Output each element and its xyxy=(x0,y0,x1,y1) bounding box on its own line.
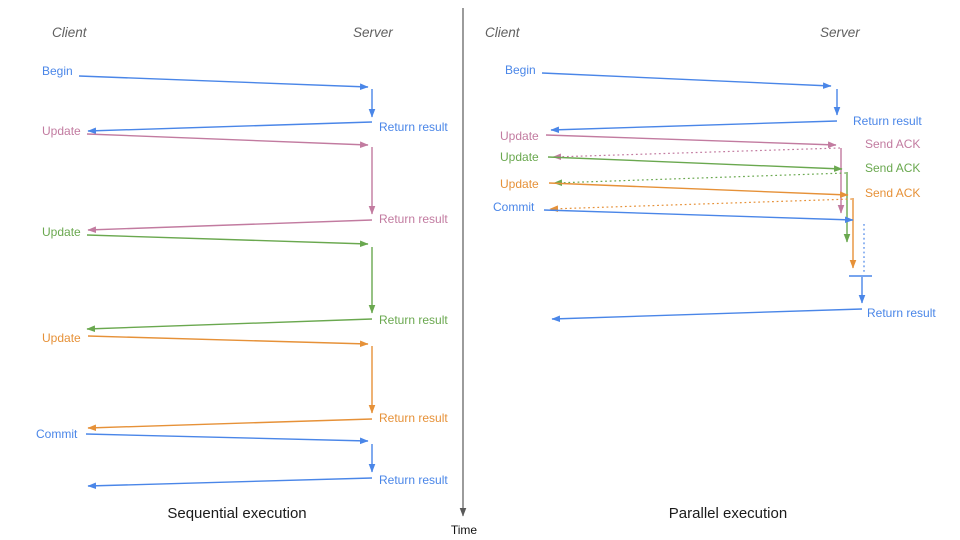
par-update3-ack-label: Send ACK xyxy=(865,186,920,200)
seq-commit-request-arrow xyxy=(85,433,369,445)
seq-commit-response-label: Return result xyxy=(379,473,448,487)
par-commit-return-arrow xyxy=(551,308,863,323)
seq-begin-return-arrow xyxy=(87,121,373,135)
seq-update1-label: Update xyxy=(42,124,81,138)
time-axis-label: Time xyxy=(451,523,478,537)
seq-update1-request-arrow xyxy=(86,133,369,148)
par-update2-ack-label: Send ACK xyxy=(865,161,920,175)
par-update3-label: Update xyxy=(500,177,539,191)
seq-commit-label: Commit xyxy=(36,427,78,441)
seq-update3-message: Update Return result xyxy=(42,331,448,432)
seq-update2-request-arrow xyxy=(86,234,369,248)
par-update3-message: Update Send ACK xyxy=(500,177,920,269)
parallel-caption: Parallel execution xyxy=(669,505,787,522)
seq-begin-request-arrow xyxy=(78,75,369,90)
sequential-caption: Sequential execution xyxy=(167,505,306,522)
par-commit-label: Commit xyxy=(493,200,535,214)
par-update2-message: Update Send ACK xyxy=(500,150,920,243)
par-begin-label: Begin xyxy=(505,63,536,77)
seq-commit-message: Commit Return result xyxy=(36,427,448,490)
time-axis: Time xyxy=(451,8,478,537)
seq-update3-request-arrow xyxy=(87,335,369,348)
parallel-panel: Client Server Begin Return result Update… xyxy=(485,25,936,522)
seq-begin-message: Begin Return result xyxy=(42,64,448,135)
seq-update1-response-label: Return result xyxy=(379,212,448,226)
par-server-header: Server xyxy=(820,25,860,40)
seq-client-header: Client xyxy=(52,25,88,40)
par-begin-message: Begin Return result xyxy=(505,63,922,134)
par-begin-request-arrow xyxy=(541,72,832,89)
par-client-header: Client xyxy=(485,25,521,40)
seq-begin-label: Begin xyxy=(42,64,73,78)
par-update1-label: Update xyxy=(500,129,539,143)
par-commit-message: Commit Return result xyxy=(493,200,936,323)
par-update2-request-arrow xyxy=(547,156,843,172)
par-update1-request-arrow xyxy=(545,134,837,149)
sequential-panel: Client Server Begin Return result Update… xyxy=(36,25,448,522)
par-update3-request-arrow xyxy=(548,182,849,198)
seq-update2-message: Update Return result xyxy=(42,225,448,333)
seq-update2-response-label: Return result xyxy=(379,313,448,327)
seq-server-header: Server xyxy=(353,25,393,40)
seq-update3-return-arrow xyxy=(87,418,373,432)
par-update1-ack-arrow xyxy=(552,147,841,161)
seq-commit-return-arrow xyxy=(87,477,373,490)
par-update2-label: Update xyxy=(500,150,539,164)
seq-update1-message: Update Return result xyxy=(42,124,448,234)
par-commit-response-label: Return result xyxy=(867,306,936,320)
seq-update3-label: Update xyxy=(42,331,81,345)
par-begin-return-arrow xyxy=(550,120,838,134)
seq-update2-label: Update xyxy=(42,225,81,239)
par-begin-response-label: Return result xyxy=(853,114,922,128)
par-update1-message: Update Send ACK xyxy=(500,129,920,214)
seq-begin-response-label: Return result xyxy=(379,120,448,134)
par-update3-ack-arrow xyxy=(549,198,853,213)
par-update2-ack-arrow xyxy=(553,172,847,187)
seq-update2-return-arrow xyxy=(86,318,373,333)
par-update1-ack-label: Send ACK xyxy=(865,137,920,151)
seq-update3-response-label: Return result xyxy=(379,411,448,425)
seq-update1-return-arrow xyxy=(87,219,373,234)
par-commit-request-arrow xyxy=(543,209,854,224)
